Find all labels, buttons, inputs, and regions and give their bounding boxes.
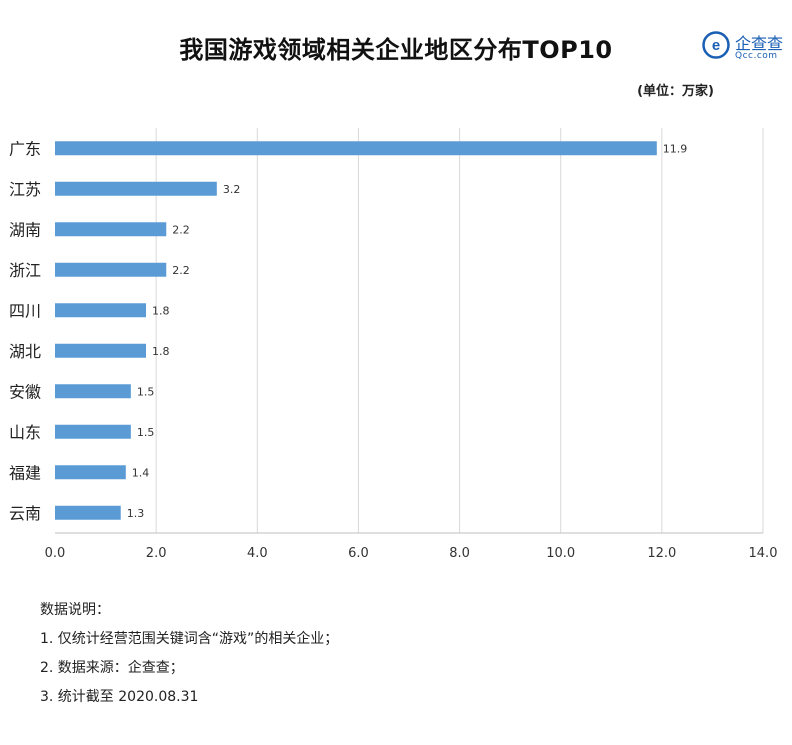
note-item-2: 2. 数据来源：企查查；: [40, 660, 184, 676]
category-label: 江苏: [9, 180, 41, 199]
value-label: 11.9: [663, 142, 688, 155]
bar-8: [55, 424, 131, 439]
category-label: 云南: [9, 504, 41, 523]
value-label: 1.3: [127, 507, 145, 520]
bar-3: [55, 222, 167, 237]
x-tick-label: 2.0: [146, 546, 167, 561]
category-label: 湖北: [9, 342, 41, 361]
category-label: 湖南: [9, 220, 41, 239]
bar-6: [55, 343, 147, 358]
qcc-logo-icon: e: [702, 31, 730, 59]
unit-label: (单位：万家): [637, 84, 714, 99]
x-tick-label: 8.0: [449, 546, 470, 561]
brand-logo-domain: Qcc.com: [735, 51, 778, 61]
bar-1: [55, 141, 657, 156]
x-tick-label: 12.0: [647, 546, 676, 561]
chart-title: 我国游戏领域相关企业地区分布TOP10: [179, 36, 613, 64]
value-label: 1.5: [137, 426, 155, 439]
x-tick-label: 0.0: [45, 546, 66, 561]
value-label: 1.5: [137, 385, 155, 398]
notes-heading: 数据说明：: [40, 602, 110, 618]
category-label: 广东: [9, 139, 41, 158]
note-item-1: 1. 仅统计经营范围关键词含“游戏”的相关企业；: [40, 631, 339, 647]
x-tick-label: 14.0: [749, 546, 778, 561]
bar-5: [55, 303, 147, 318]
bar-9: [55, 465, 126, 480]
category-label: 安徽: [9, 382, 41, 401]
brand-logo-name: 企查查: [735, 34, 784, 53]
category-label: 浙江: [9, 261, 41, 280]
category-label: 四川: [9, 301, 41, 320]
note-item-3: 3. 统计截至 2020.08.31: [40, 689, 199, 705]
x-tick-label: 4.0: [247, 546, 268, 561]
data-notes: 数据说明： 1. 仅统计经营范围关键词含“游戏”的相关企业； 2. 数据来源：企…: [40, 596, 338, 712]
bar-chart: 0.0 2.0 4.0 6.0 8.0 10.0 12.0 14.0 广东 11.9 江苏 3.2 湖南…: [9, 128, 778, 561]
svg-text:e: e: [712, 37, 720, 54]
value-label: 1.4: [132, 466, 150, 479]
value-label: 2.2: [172, 223, 190, 236]
category-label: 福建: [9, 463, 41, 482]
x-tick-label: 6.0: [348, 546, 369, 561]
brand-logo: e 企查查 Qcc.com: [702, 30, 792, 66]
value-label: 3.2: [223, 183, 241, 196]
value-label: 2.2: [172, 264, 190, 277]
bar-2: [55, 181, 217, 196]
value-label: 1.8: [152, 304, 170, 317]
bar-10: [55, 505, 121, 520]
x-tick-label: 10.0: [546, 546, 575, 561]
bar-4: [55, 262, 167, 277]
value-label: 1.8: [152, 345, 170, 358]
bar-7: [55, 384, 131, 399]
category-label: 山东: [9, 423, 41, 442]
